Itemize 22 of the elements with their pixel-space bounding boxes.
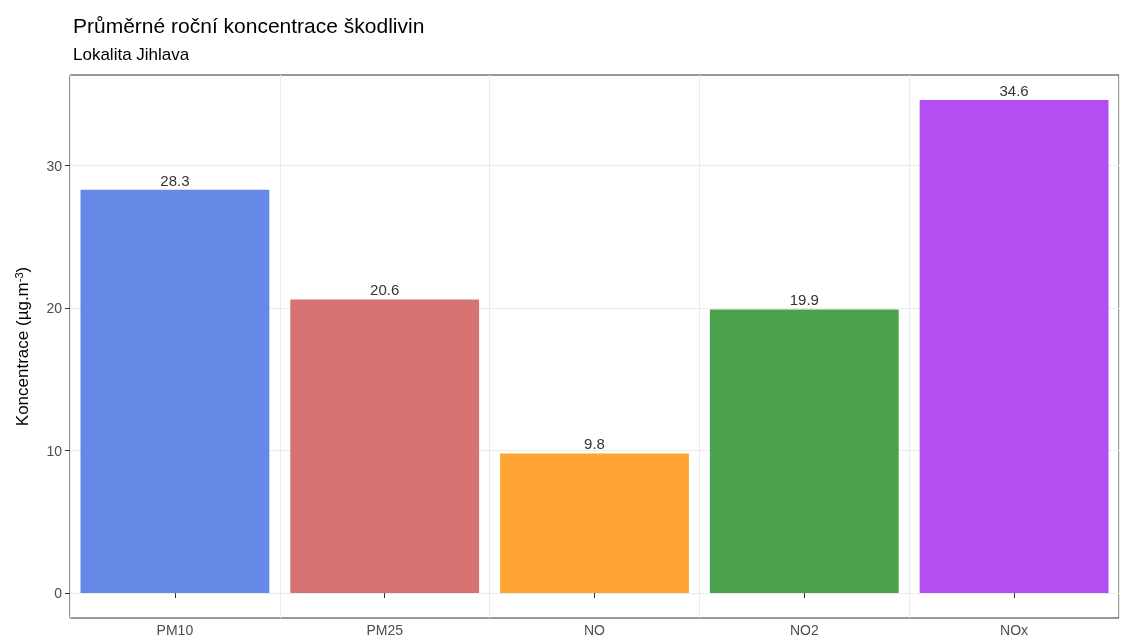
y-tick-label: 10 — [46, 442, 63, 459]
y-tick-label: 0 — [54, 585, 63, 602]
data-label: 20.6 — [370, 281, 400, 299]
data-label: 9.8 — [584, 435, 605, 453]
chart-subtitle: Lokalita Jihlava — [73, 45, 190, 64]
y-axis-title: Koncentrace (µg.m-3) — [12, 266, 32, 427]
x-tick-label: NOx — [1000, 622, 1029, 638]
data-label: 34.6 — [999, 81, 1029, 99]
bar — [919, 99, 1109, 594]
bar — [709, 309, 899, 594]
chart-title: Průměrné roční koncentrace škodlivin — [73, 14, 425, 37]
bar — [500, 453, 689, 594]
x-tick-label: NO2 — [789, 622, 819, 638]
data-label: 19.9 — [789, 291, 819, 309]
data-label: 28.3 — [160, 171, 190, 189]
x-tick-label: PM10 — [156, 622, 194, 638]
x-tick-label: NO — [584, 622, 606, 638]
bar — [290, 299, 480, 594]
y-tick-label: 20 — [46, 300, 63, 317]
bar — [80, 189, 270, 594]
x-tick-label: PM25 — [366, 622, 404, 638]
y-tick-label: 30 — [46, 157, 63, 174]
